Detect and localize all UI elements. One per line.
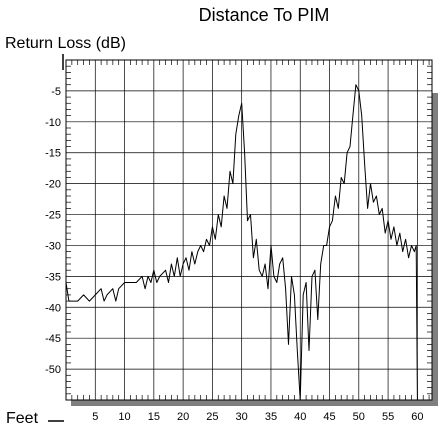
x-tick-labels: 5 10 15 20 25 30 35 40 45 50 55 60 — [92, 411, 423, 423]
plot-area — [65, 59, 433, 401]
y-axis-label: Return Loss (dB) — [5, 35, 126, 52]
x-tick-label: 25 — [206, 411, 218, 423]
x-tick-label: 45 — [323, 411, 335, 423]
x-tick-label: 50 — [353, 411, 365, 423]
x-tick-label: 55 — [382, 411, 394, 423]
x-tick-label: 60 — [411, 411, 423, 423]
x-tick-label: 10 — [118, 411, 130, 423]
chart-title: Distance To PIM — [199, 5, 330, 25]
y-tick-label: -15 — [45, 148, 61, 160]
y-tick-label: -50 — [45, 364, 61, 376]
y-tick-label: -10 — [45, 117, 61, 129]
plot-frame-shadow — [432, 93, 438, 406]
x-tick-label: 20 — [177, 411, 189, 423]
x-tick-label: 15 — [148, 411, 160, 423]
plot-frame-shadow-bottom — [71, 400, 438, 406]
series-group — [65, 84, 418, 401]
x-tick-label: 30 — [236, 411, 248, 423]
y-tick-label: -45 — [45, 333, 61, 345]
y-tick-label: -30 — [45, 240, 61, 252]
y-tick-label: -20 — [45, 179, 61, 191]
y-tick-label: -35 — [45, 271, 61, 283]
y-tick-label: -5 — [51, 86, 61, 98]
y-tick-labels: -5 -10 -15 -20 -25 -30 -35 -40 -45 -50 — [45, 86, 61, 376]
y-tick-label: -25 — [45, 210, 61, 222]
x-tick-label: 5 — [92, 411, 98, 423]
y-tick-label: -40 — [45, 302, 61, 314]
x-axis-label: Feet — [6, 410, 39, 427]
x-tick-label: 35 — [265, 411, 277, 423]
x-tick-label: 40 — [294, 411, 306, 423]
series-line — [65, 84, 418, 401]
minor-ticks — [66, 60, 432, 400]
